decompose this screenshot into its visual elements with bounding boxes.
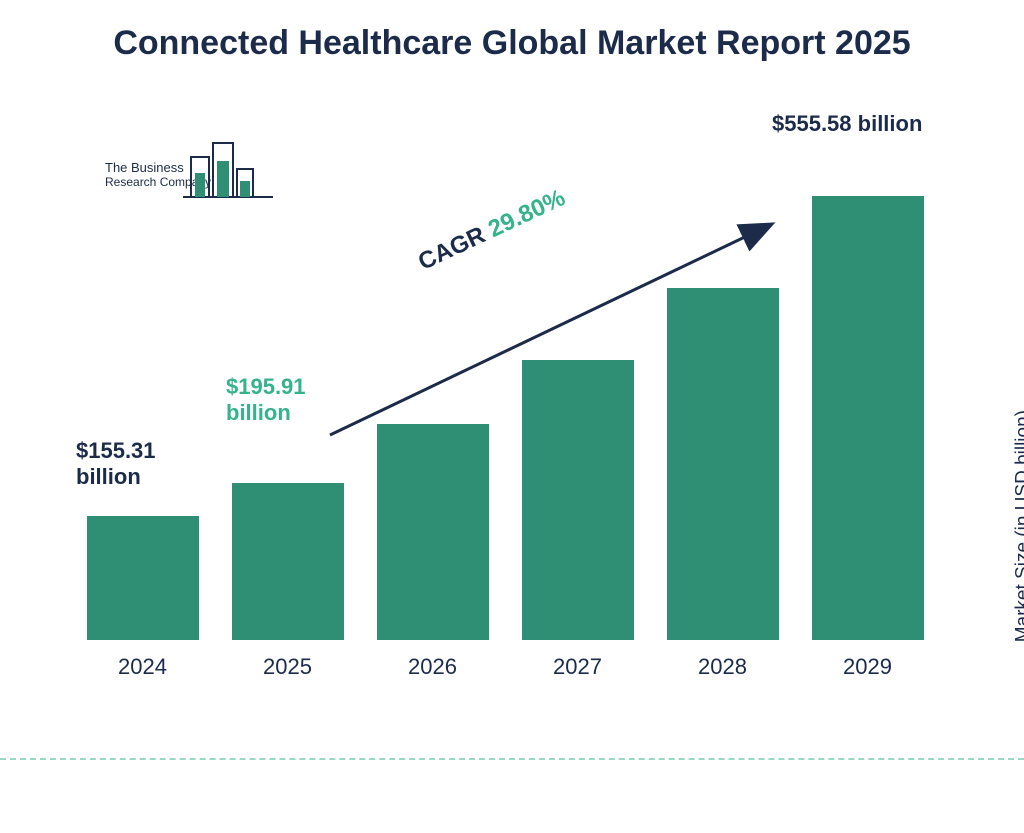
footer-dashed-line xyxy=(0,758,1024,760)
value-label: $195.91billion xyxy=(226,374,306,427)
bar xyxy=(667,288,779,640)
bar-wrap xyxy=(663,288,783,640)
x-label: 2027 xyxy=(518,654,638,680)
bar-wrap xyxy=(808,196,928,640)
bar-wrap xyxy=(83,516,203,640)
value-label: $555.58 billion xyxy=(772,111,922,137)
x-label: 2025 xyxy=(228,654,348,680)
bar xyxy=(232,483,344,640)
bar xyxy=(812,196,924,640)
x-label: 2026 xyxy=(373,654,493,680)
bar-wrap xyxy=(518,360,638,640)
value-label: $155.31billion xyxy=(76,438,156,491)
chart-title: Connected Healthcare Global Market Repor… xyxy=(0,0,1024,65)
bar xyxy=(87,516,199,640)
bar-wrap xyxy=(228,483,348,640)
bar-wrap xyxy=(373,424,493,640)
x-label: 2029 xyxy=(808,654,928,680)
bar xyxy=(377,424,489,640)
bar xyxy=(522,360,634,640)
x-label: 2024 xyxy=(83,654,203,680)
y-axis-label: Market Size (in USD billion) xyxy=(1012,410,1024,642)
x-label: 2028 xyxy=(663,654,783,680)
x-axis-labels: 2024 2025 2026 2027 2028 2029 xyxy=(70,654,940,680)
